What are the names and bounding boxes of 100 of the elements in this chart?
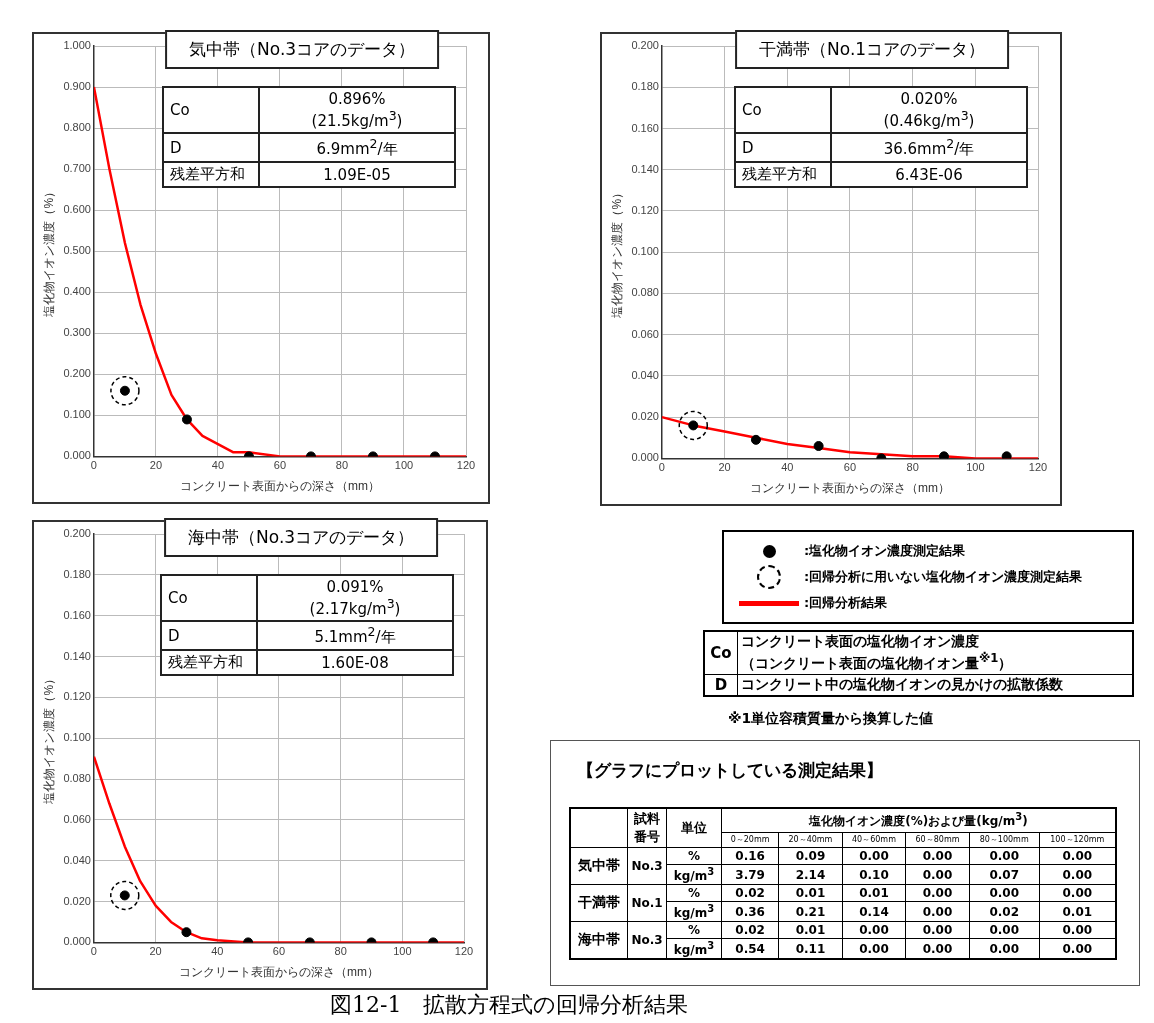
text: コンクリート表面の塩化物イオン濃度 (741, 633, 979, 649)
chart-title: 海中帯（No.3コアのデータ） (164, 518, 439, 557)
text: 0.00 (1039, 938, 1116, 959)
text: 0.00 (1039, 847, 1116, 865)
x-tick-label: 100 (393, 945, 412, 958)
text: % (666, 847, 722, 865)
x-tick-label: 0 (90, 459, 97, 472)
annotation: 6.43E-06 (831, 162, 1027, 187)
text: 0.00 (905, 847, 970, 865)
y-tick-label: 0.020 (631, 410, 659, 423)
text: 0.00 (842, 921, 906, 939)
annotation: (21.5kg/m$^{3}$) (311, 108, 403, 130)
annotation: D (735, 133, 831, 162)
annotation: Co (735, 87, 831, 133)
text: 0.54 (721, 938, 779, 959)
text: 0.00 (1039, 864, 1116, 885)
text: % (666, 884, 722, 902)
text: 3.79 (721, 864, 779, 885)
y-tick-label: 0.160 (63, 608, 91, 621)
x-tick-label: 60 (843, 461, 857, 474)
text: 0.10 (842, 864, 906, 885)
text: 0.07 (969, 864, 1040, 885)
y-tick-label: 0.020 (63, 894, 91, 907)
y-axis-title: 塩化物イオン濃度（%） (41, 672, 56, 805)
text: 干満帯 (570, 884, 628, 922)
y-tick-label: 0.200 (631, 39, 659, 52)
annotation: 6.9mm$^{2}$/年 (259, 133, 455, 162)
annotation: 5.1mm$^{2}$/年 (257, 621, 453, 650)
text: 0.00 (905, 938, 970, 959)
text: 0.00 (969, 847, 1040, 865)
annotation: 0.091% (326, 578, 384, 596)
x-tick-label: 120 (456, 459, 476, 472)
y-tick-label: 0.060 (631, 327, 659, 340)
text: 0.01 (778, 884, 843, 902)
text: 0.02 (721, 884, 779, 902)
x-tick-label: 0 (658, 461, 665, 474)
x-tick-label: 20 (149, 459, 163, 472)
annotation: 残差平方和 (161, 650, 257, 675)
text: No.1 (627, 884, 667, 922)
text: 0.00 (905, 921, 970, 939)
y-tick-label: 0.180 (631, 80, 659, 93)
y-tick-label: 0.160 (631, 121, 659, 134)
legend-label: :回帰分析結果 (804, 594, 888, 612)
annotation: Co (161, 575, 257, 621)
y-tick-label: 0.120 (63, 690, 91, 703)
x-tick-label: 20 (718, 461, 731, 474)
x-axis-title: コンクリート表面からの深さ（mm） (749, 481, 950, 496)
y-axis-title: 塩化物イオン濃度（%） (41, 185, 56, 318)
text: 0.16 (721, 847, 779, 865)
text: コンクリート中の塩化物イオンの見かけの拡散係数 (737, 674, 1133, 696)
annotation: 1.60E-08 (257, 650, 453, 675)
text: 0.00 (1039, 921, 1116, 939)
text: 60～80mm (905, 832, 970, 848)
x-tick-label: 120 (454, 945, 474, 958)
text: （コンクリート表面の塩化物イオン量$^{※1}$） (741, 651, 1013, 671)
x-tick-label: 80 (335, 459, 349, 472)
text: % (666, 921, 722, 939)
y-axis-title: 塩化物イオン濃度（%） (609, 186, 624, 319)
y-tick-label: 0.040 (63, 853, 91, 866)
y-tick-label: 0.120 (631, 203, 659, 216)
x-tick-label: 40 (211, 945, 224, 958)
y-tick-label: 0.080 (63, 772, 91, 785)
y-tick-label: 0.200 (63, 367, 91, 380)
annotation: (2.17kg/m$^{3}$) (309, 596, 401, 618)
text: kg/m$^{3}$ (666, 938, 722, 959)
text: 【グラフにプロットしている測定結果】 (577, 759, 883, 782)
text: kg/m$^{3}$ (666, 864, 722, 885)
text: 0.00 (969, 884, 1040, 902)
text: 100～120mm (1039, 832, 1116, 848)
y-tick-label: 0.000 (63, 935, 91, 948)
text: 0.00 (969, 938, 1040, 959)
text: 試料番号 (627, 808, 667, 848)
y-tick-label: 1.000 (63, 39, 91, 52)
legend-label: :回帰分析に用いない塩化物イオン濃度測定結果 (804, 568, 1083, 586)
x-tick-label: 60 (272, 945, 286, 958)
annotation: D (161, 621, 257, 650)
text: ※1単位容積質量から換算した値 (728, 710, 934, 728)
y-tick-label: 0.400 (63, 285, 91, 298)
text: 0.01 (1039, 901, 1116, 922)
y-tick-label: 0.180 (63, 567, 91, 580)
annotation: (0.46kg/m$^{3}$) (883, 108, 975, 130)
text: 0.00 (905, 901, 970, 922)
text: No.3 (627, 921, 667, 959)
y-tick-label: 0.100 (63, 731, 91, 744)
text: 0.21 (778, 901, 843, 922)
x-tick-label: 40 (781, 461, 794, 474)
text: 海中帯 (570, 921, 628, 959)
y-tick-label: 0.100 (631, 245, 659, 258)
text: 0.36 (721, 901, 779, 922)
text: 0.02 (969, 901, 1040, 922)
y-tick-label: 0.900 (63, 80, 91, 93)
text: 0.00 (1039, 884, 1116, 902)
x-tick-label: 20 (149, 945, 162, 958)
y-tick-label: 0.000 (631, 451, 659, 464)
x-tick-label: 80 (906, 461, 919, 474)
annotation: 残差平方和 (735, 162, 831, 187)
text: 0.01 (842, 884, 906, 902)
y-tick-label: 0.300 (63, 326, 91, 339)
text: 塩化物イオン濃度(%)および量(kg/m$^{3}$) (721, 808, 1116, 833)
annotation: Co (163, 87, 259, 133)
